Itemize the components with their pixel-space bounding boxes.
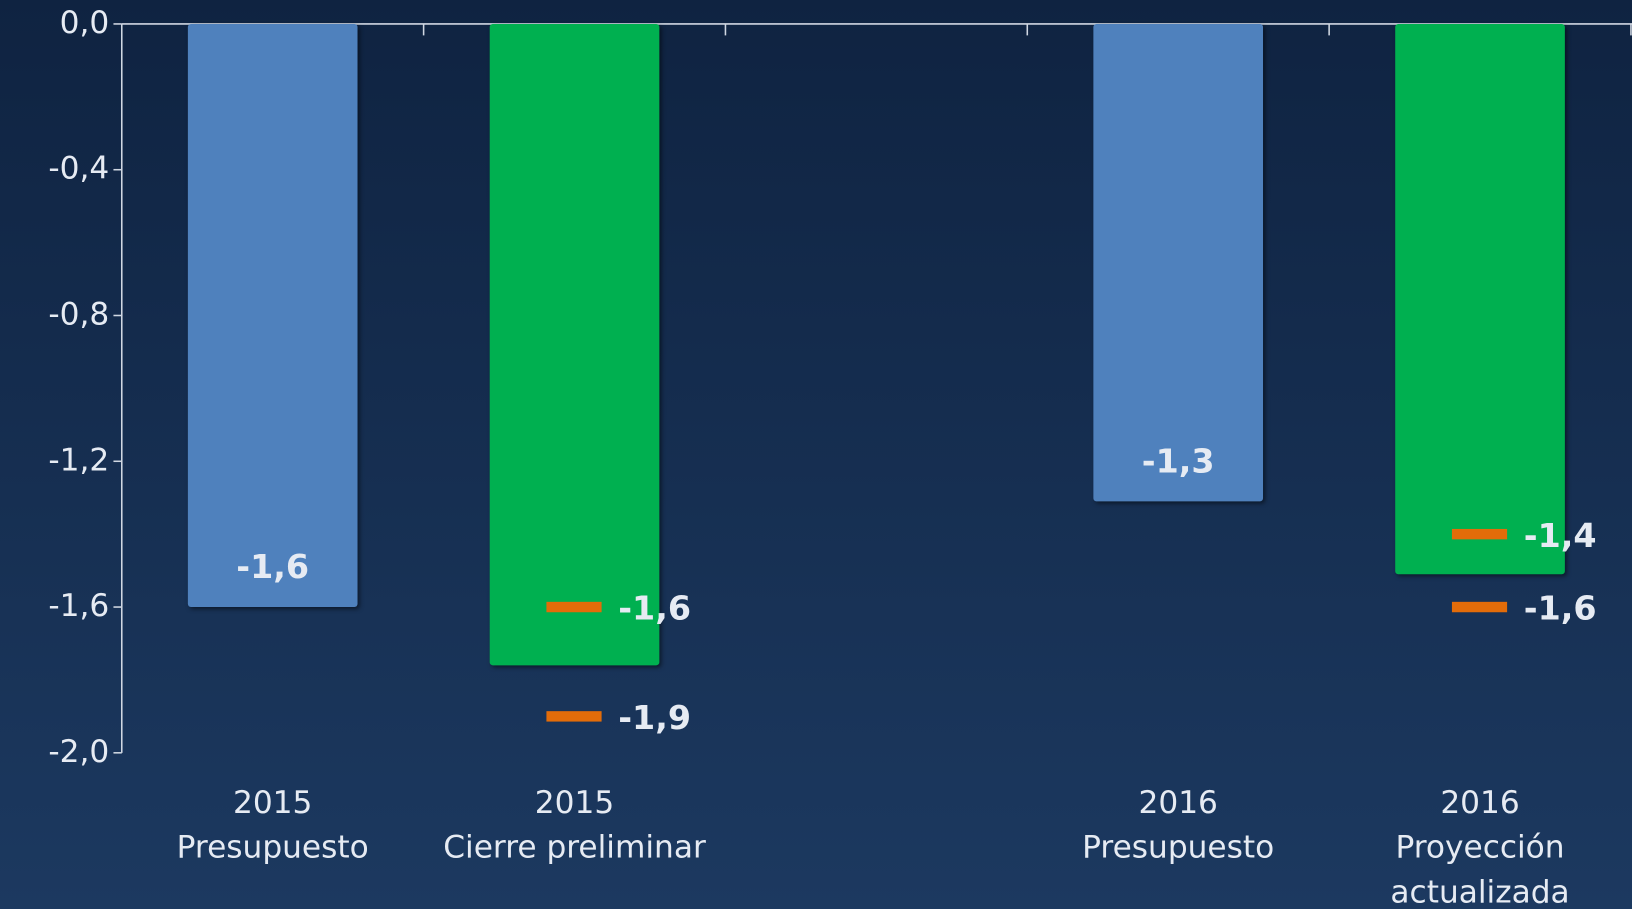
bar — [187, 23, 358, 608]
marker-label: -1,6 — [618, 589, 691, 628]
x-tick-label: Cierre preliminar — [443, 830, 706, 866]
x-tick-label: Presupuesto — [1082, 830, 1274, 866]
bar — [489, 23, 660, 666]
x-tick-label: 2016 — [1440, 785, 1519, 821]
y-tick-label: -1,6 — [48, 588, 109, 624]
marker-label: -1,4 — [1524, 516, 1597, 555]
x-tick-label: Proyección — [1396, 830, 1565, 866]
x-tick-label: 2015 — [233, 785, 312, 821]
y-tick-label: -0,8 — [48, 296, 109, 332]
x-tick-label: 2015 — [535, 785, 614, 821]
x-tick-label: Presupuesto — [177, 830, 369, 866]
marker-label: -1,9 — [618, 698, 691, 737]
x-tick-label: 2016 — [1138, 785, 1217, 821]
bar — [1093, 23, 1264, 502]
marker — [546, 711, 602, 722]
marker — [546, 601, 602, 613]
marker-label: -1,6 — [1524, 589, 1597, 628]
y-tick-label: 0,0 — [60, 5, 110, 41]
value-label: -1,6 — [236, 547, 309, 586]
y-tick-label: -2,0 — [48, 734, 109, 770]
bar — [1395, 23, 1565, 575]
marker — [1451, 601, 1508, 613]
x-tick-label: actualizada — [1390, 874, 1569, 909]
y-tick-label: -1,2 — [48, 442, 109, 478]
value-label: -1,3 — [1142, 441, 1215, 480]
marker — [1451, 528, 1508, 540]
y-tick-label: -0,4 — [48, 151, 109, 187]
